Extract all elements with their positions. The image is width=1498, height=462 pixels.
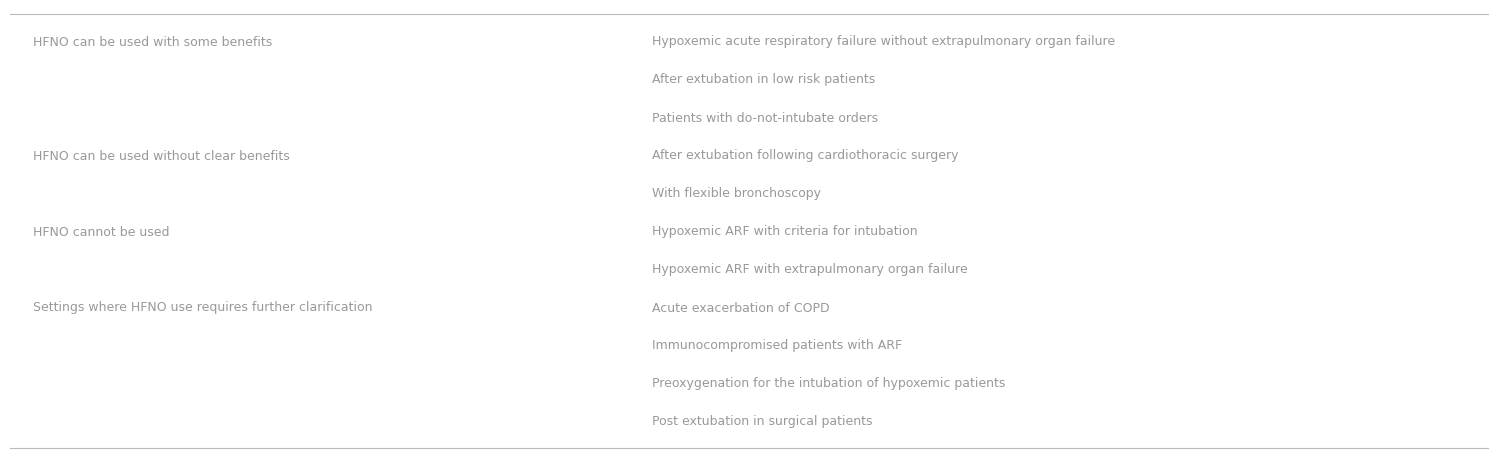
Text: After extubation in low risk patients: After extubation in low risk patients bbox=[652, 73, 875, 86]
Text: HFNO can be used with some benefits: HFNO can be used with some benefits bbox=[33, 36, 273, 49]
Text: Preoxygenation for the intubation of hypoxemic patients: Preoxygenation for the intubation of hyp… bbox=[652, 377, 1005, 390]
Text: Hypoxemic ARF with extrapulmonary organ failure: Hypoxemic ARF with extrapulmonary organ … bbox=[652, 263, 968, 276]
Text: Hypoxemic acute respiratory failure without extrapulmonary organ failure: Hypoxemic acute respiratory failure with… bbox=[652, 36, 1115, 49]
Text: Patients with do-not-intubate orders: Patients with do-not-intubate orders bbox=[652, 111, 878, 124]
Text: Settings where HFNO use requires further clarification: Settings where HFNO use requires further… bbox=[33, 302, 373, 315]
Text: After extubation following cardiothoracic surgery: After extubation following cardiothoraci… bbox=[652, 150, 959, 163]
Text: HFNO can be used without clear benefits: HFNO can be used without clear benefits bbox=[33, 150, 289, 163]
Text: Hypoxemic ARF with criteria for intubation: Hypoxemic ARF with criteria for intubati… bbox=[652, 225, 917, 238]
Text: Acute exacerbation of COPD: Acute exacerbation of COPD bbox=[652, 302, 830, 315]
Text: With flexible bronchoscopy: With flexible bronchoscopy bbox=[652, 188, 821, 201]
Text: Immunocompromised patients with ARF: Immunocompromised patients with ARF bbox=[652, 340, 902, 353]
Text: HFNO cannot be used: HFNO cannot be used bbox=[33, 225, 169, 238]
Text: Post extubation in surgical patients: Post extubation in surgical patients bbox=[652, 415, 872, 428]
